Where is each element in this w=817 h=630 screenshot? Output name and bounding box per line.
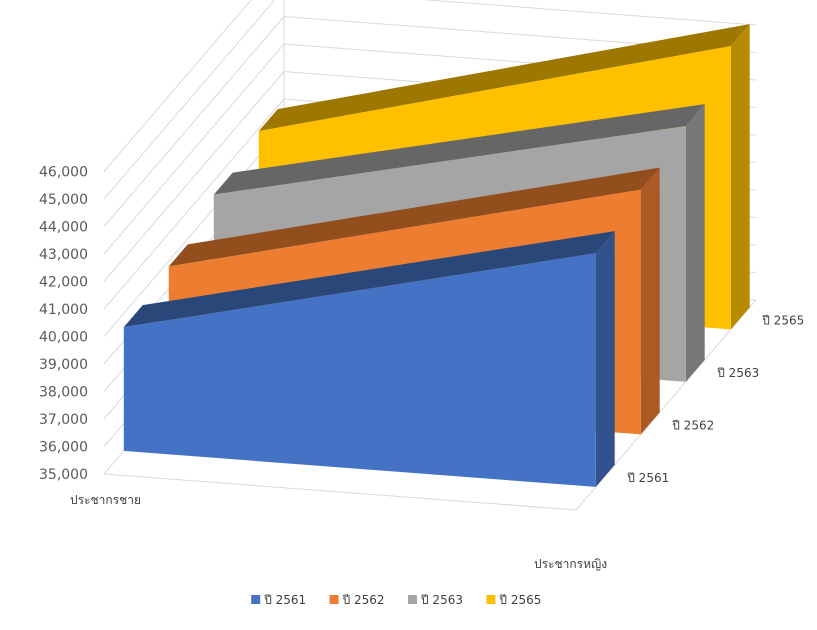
legend-item: ปี 2565	[486, 593, 541, 607]
y-tick-label: 45,000	[39, 192, 88, 208]
legend-label: ปี 2561	[264, 593, 307, 607]
y-tick-label: 37,000	[39, 412, 88, 428]
y-tick-label: 35,000	[39, 467, 88, 483]
area-front-face	[123, 253, 596, 487]
area-top-face	[123, 231, 615, 328]
area-top-face	[168, 167, 660, 267]
legend-item: ปี 2562	[329, 593, 385, 607]
y-tick-label: 46,000	[39, 165, 88, 181]
depth-axis-label: ปี 2565	[762, 313, 805, 327]
legend-label: ปี 2562	[342, 593, 385, 607]
y-tick-label: 41,000	[39, 302, 88, 318]
legend-swatch	[408, 595, 417, 604]
series-areas	[123, 24, 750, 487]
area-top-face	[213, 104, 705, 195]
area-series-1	[123, 231, 615, 487]
y-tick-label: 44,000	[39, 220, 88, 236]
y-tick-label: 42,000	[39, 275, 88, 291]
depth-axis-label: ปี 2563	[717, 366, 760, 380]
depth-axis-label: ปี 2561	[627, 471, 670, 485]
gridline	[103, 0, 757, 200]
area-side-face	[730, 24, 750, 330]
area-side-face	[685, 104, 705, 382]
legend-item: ปี 2563	[408, 593, 463, 607]
legend-swatch	[251, 595, 261, 604]
area-side-face	[640, 167, 660, 435]
depth-axis-label: ปี 2562	[672, 418, 715, 432]
y-tick-label: 39,000	[39, 357, 88, 373]
legend-swatch	[486, 595, 496, 604]
y-tick-label: 38,000	[39, 385, 88, 401]
gridline	[103, 0, 252, 172]
depth-axis-labels: ปี 2561 ปี 2562 ปี 2563 ปี 2565	[627, 313, 805, 485]
x-category-label: ประชากรชาย	[70, 493, 141, 507]
legend-label: ปี 2563	[420, 593, 463, 607]
y-tick-label: 43,000	[39, 247, 88, 263]
x-category-label: ประชากรหญิง	[534, 557, 607, 571]
legend-label: ปี 2565	[499, 593, 542, 607]
y-tick-label: 36,000	[39, 440, 88, 456]
area-top-face	[258, 24, 750, 132]
y-tick-label: 40,000	[39, 330, 88, 346]
legend-swatch	[329, 595, 339, 604]
legend: ปี 2561 ปี 2562 ปี 2563 ปี 2565	[251, 593, 541, 607]
y-axis-ticks: 35,000 36,000 37,000 38,000 39,000 40,000 41,0…	[39, 165, 88, 484]
area-side-face	[595, 231, 615, 487]
legend-item: ปี 2561	[251, 593, 306, 607]
